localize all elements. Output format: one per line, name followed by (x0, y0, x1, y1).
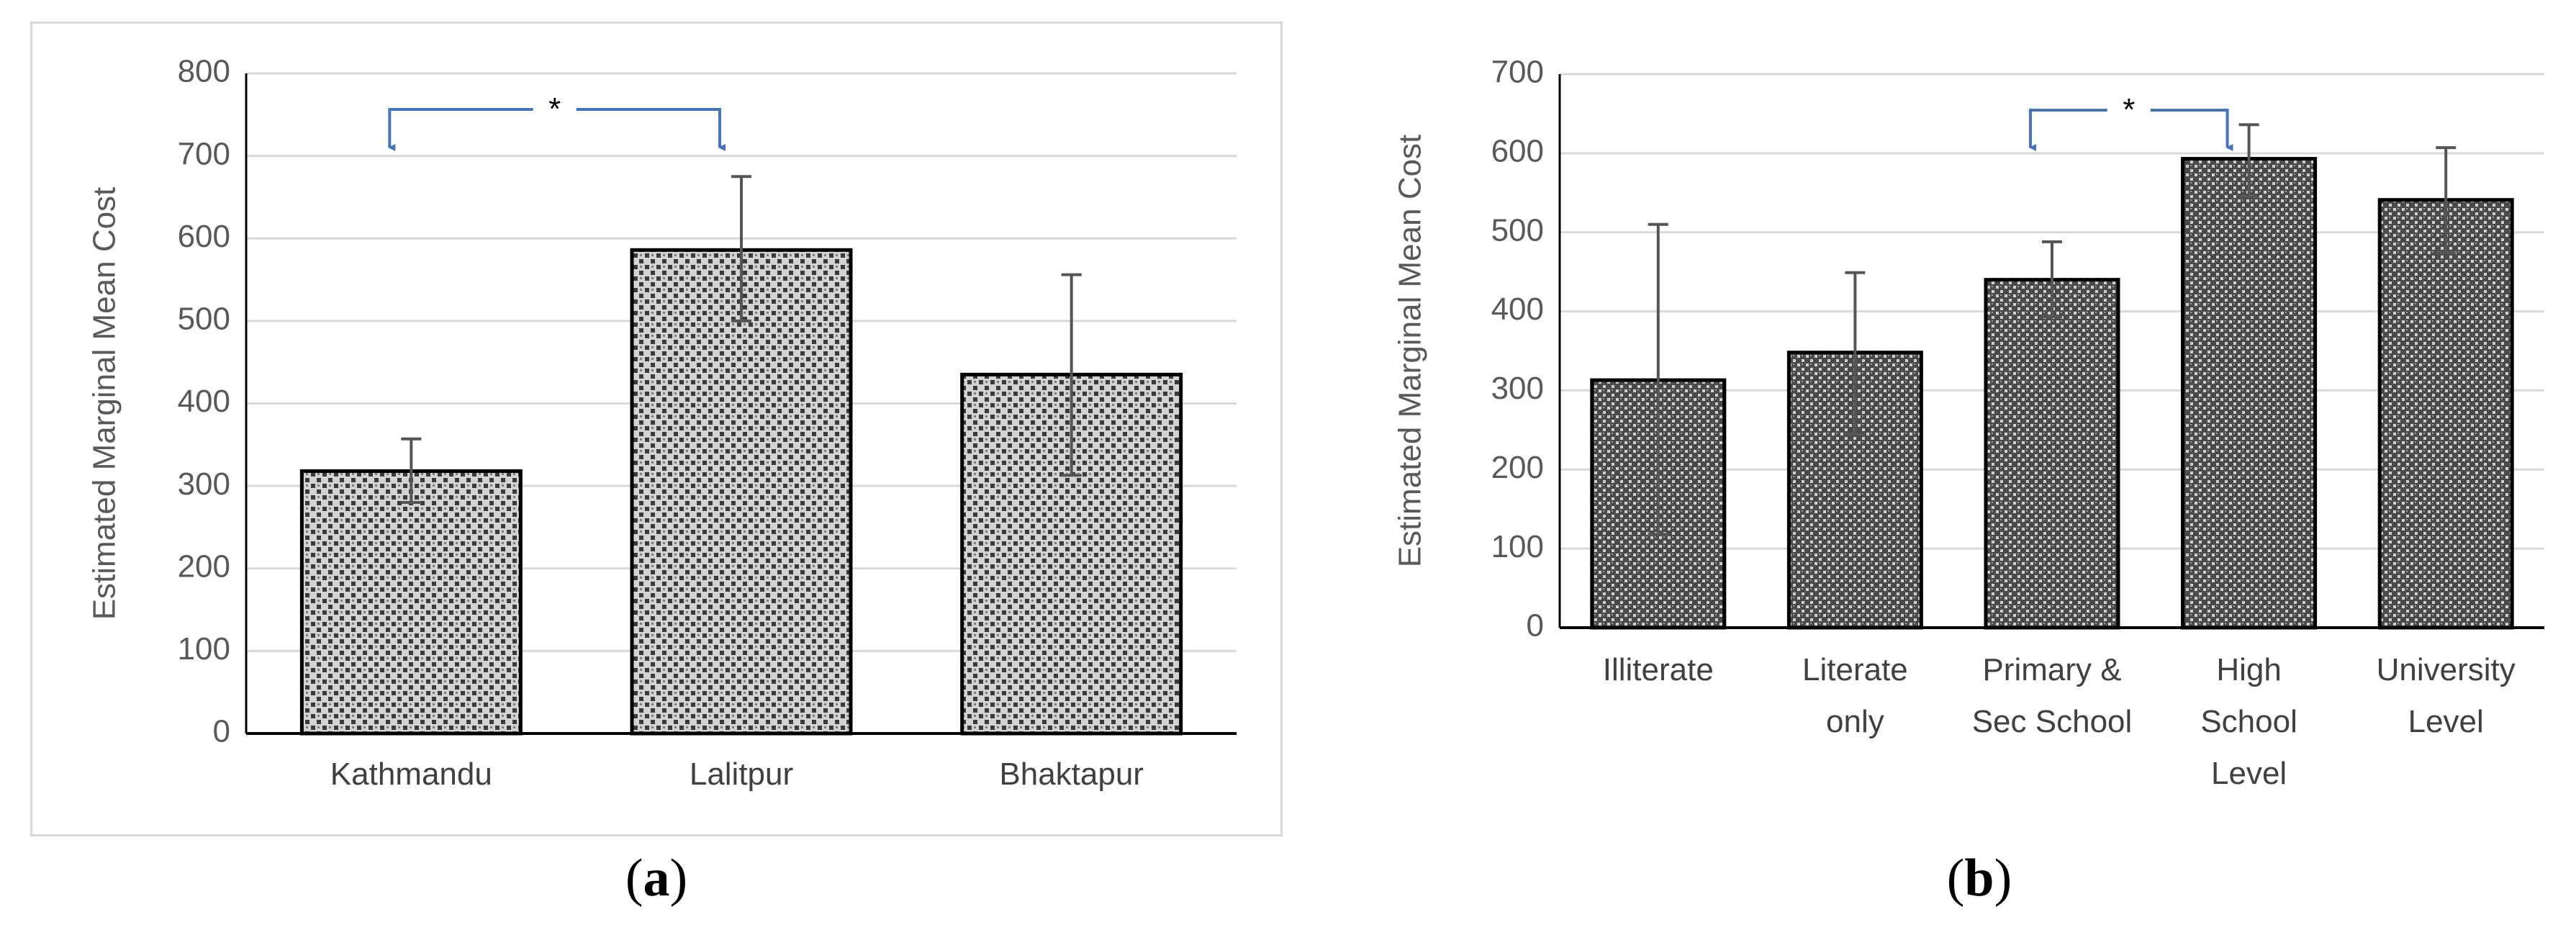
y-tick-label-b-400: 400 (1491, 292, 1544, 327)
bar-b-3 (2181, 157, 2318, 630)
y-tick-label-a-100: 100 (178, 631, 230, 667)
bar-b-2 (1984, 278, 2120, 630)
y-axis-title-a: Estimated Marginal Mean Cost (87, 187, 122, 620)
annotation-arrow-left-a (388, 108, 533, 151)
x-category-label-b-4-0: University (2377, 652, 2516, 687)
y-tick-label-a-500: 500 (178, 302, 230, 337)
x-category-label-a-0-0: Kathmandu (330, 757, 492, 792)
x-category-label-b-3-1: School (2200, 704, 2297, 739)
x-category-label-b-3-0: High (2216, 652, 2282, 687)
y-tick-label-b-700: 700 (1491, 55, 1544, 90)
x-category-label-b-3-2: Level (2211, 756, 2287, 791)
bar-a-1 (630, 248, 853, 736)
y-tick-label-b-600: 600 (1491, 133, 1544, 168)
x-category-label-a-1-0: Lalitpur (690, 757, 793, 792)
y-tick-label-a-300: 300 (178, 466, 230, 502)
x-category-label-b-0-0: Illiterate (1603, 652, 1714, 687)
y-tick-label-b-500: 500 (1491, 212, 1544, 248)
x-category-label-b-1-1: only (1826, 704, 1884, 739)
annotation-star-a: * (548, 91, 561, 127)
annotation-arrow-left-b (2029, 109, 2107, 151)
y-tick-label-a-200: 200 (178, 548, 230, 584)
x-category-label-b-4-1: Level (2408, 704, 2484, 739)
y-tick-label-a-600: 600 (178, 219, 230, 254)
bar-a-0 (299, 469, 523, 736)
annotation-arrow-right-b (2150, 109, 2233, 151)
y-axis-title-b: Estimated Marginal Mean Cost (1393, 135, 1428, 568)
bar-b-4 (2377, 198, 2514, 630)
y-tick-label-a-800: 800 (178, 54, 230, 89)
panel-caption-b: (b) (1946, 849, 2012, 908)
panel-caption-a: (a) (625, 849, 688, 908)
x-category-label-a-2-0: Bhaktapur (999, 757, 1144, 792)
y-tick-label-a-0: 0 (213, 714, 230, 749)
y-tick-label-b-100: 100 (1491, 529, 1544, 564)
x-category-label-b-2-1: Sec School (1972, 704, 2133, 739)
y-tick-label-b-200: 200 (1491, 450, 1544, 485)
x-category-label-b-1-0: Literate (1802, 652, 1908, 687)
panel-caption-b-letter: b (1964, 849, 1994, 908)
y-tick-label-b-300: 300 (1491, 371, 1544, 406)
annotation-star-b: * (2123, 92, 2135, 127)
y-tick-label-a-400: 400 (178, 384, 230, 419)
y-tick-label-a-700: 700 (178, 136, 230, 171)
x-category-label-b-2-0: Primary & (1982, 652, 2121, 687)
chart-b: 0 100 200 300 400 500 600 700 Illiterate Literate… (1393, 55, 2544, 791)
chart-a: 0 100 200 300 400 500 600 700 800 Kathmandu Lalitp… (87, 54, 1237, 792)
annotation-arrow-right-a (576, 108, 726, 151)
panel-caption-a-letter: a (643, 849, 670, 908)
y-tick-label-b-0: 0 (1527, 608, 1544, 644)
